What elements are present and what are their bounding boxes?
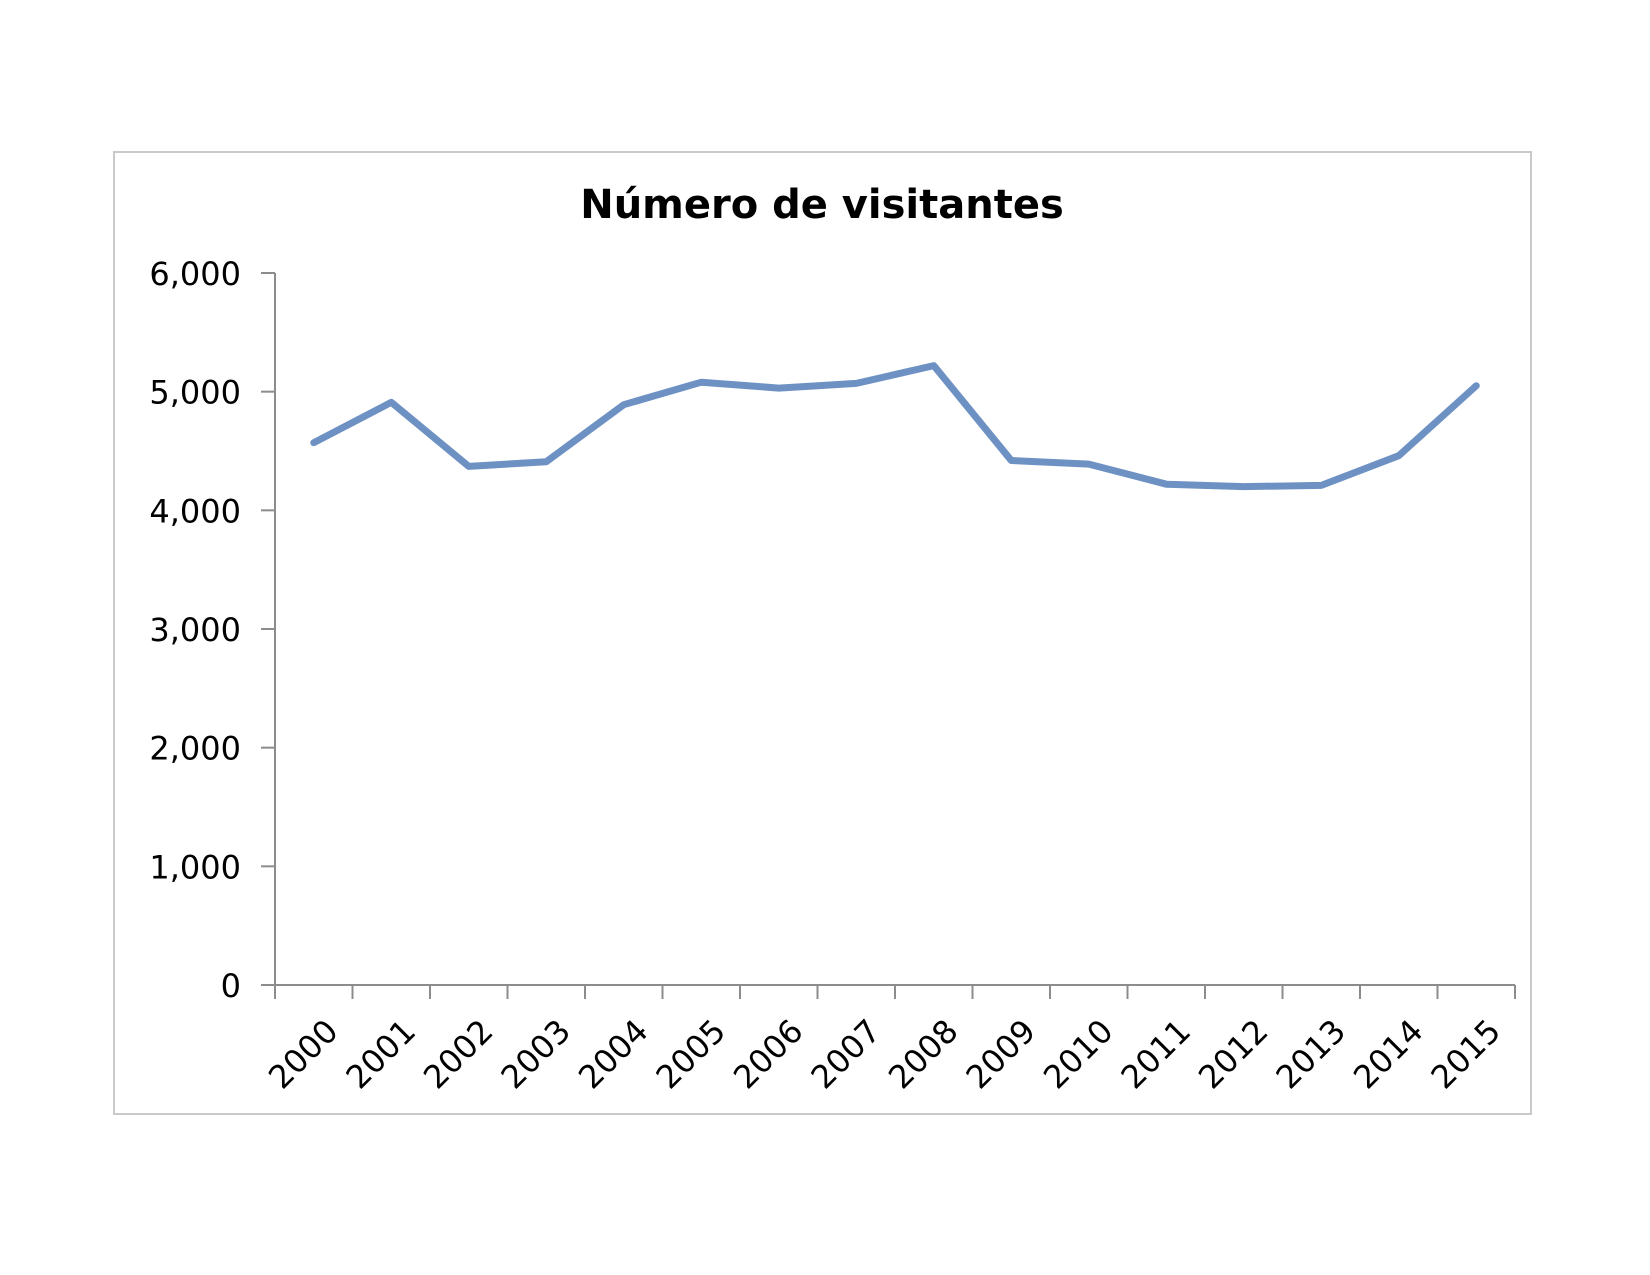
chart-frame: Número de visitantes 0 1,000 2,000 3,000 4,0… — [113, 151, 1532, 1115]
data-point — [855, 382, 857, 384]
axes — [274, 273, 1515, 986]
series-line — [310, 362, 1480, 491]
data-point — [468, 465, 470, 467]
y-tick-label: 1,000 — [149, 848, 241, 886]
x-tick-label: 2003 — [494, 1012, 578, 1096]
x-tick-label: 2004 — [571, 1012, 655, 1096]
data-point — [545, 461, 547, 463]
data-point — [1475, 385, 1477, 387]
data-point — [313, 442, 315, 444]
data-point — [390, 401, 392, 403]
data-point — [1010, 459, 1012, 461]
x-tick-label: 2010 — [1036, 1012, 1120, 1096]
x-axis-ticks: 2000200120022003200420052006200720082009… — [261, 985, 1516, 1096]
y-tick-label: 3,000 — [149, 611, 241, 649]
y-tick-label: 4,000 — [149, 492, 241, 530]
data-point — [1243, 486, 1245, 488]
x-tick-label: 2015 — [1424, 1012, 1508, 1096]
data-point — [933, 365, 935, 367]
x-tick-label: 2012 — [1191, 1012, 1275, 1096]
data-point — [1398, 455, 1400, 457]
x-tick-label: 2006 — [726, 1012, 810, 1096]
x-tick-label: 2007 — [804, 1012, 888, 1096]
data-point — [700, 381, 702, 383]
series-group — [310, 362, 1480, 491]
x-tick-label: 2005 — [649, 1012, 733, 1096]
y-tick-label: 5,000 — [149, 374, 241, 412]
data-point — [623, 404, 625, 406]
line-chart: Número de visitantes 0 1,000 2,000 3,000 4,0… — [149, 182, 1516, 1096]
y-tick-label: 6,000 — [149, 255, 241, 293]
x-tick-label: 2011 — [1114, 1012, 1198, 1096]
x-tick-label: 2000 — [261, 1012, 345, 1096]
y-axis-ticks: 0 1,000 2,000 3,000 4,000 5,000 6,000 — [149, 255, 275, 1005]
y-tick-label: 0 — [221, 967, 241, 1005]
x-tick-label: 2013 — [1269, 1012, 1353, 1096]
data-point — [1320, 484, 1322, 486]
x-tick-label: 2002 — [416, 1012, 500, 1096]
x-tick-label: 2008 — [881, 1012, 965, 1096]
x-tick-label: 2009 — [959, 1012, 1043, 1096]
x-tick-label: 2001 — [339, 1012, 423, 1096]
y-tick-label: 2,000 — [149, 730, 241, 768]
data-point — [1088, 463, 1090, 465]
data-point — [1165, 483, 1167, 485]
chart-title: Número de visitantes — [580, 182, 1064, 228]
x-tick-label: 2014 — [1346, 1012, 1430, 1096]
data-point — [778, 387, 780, 389]
